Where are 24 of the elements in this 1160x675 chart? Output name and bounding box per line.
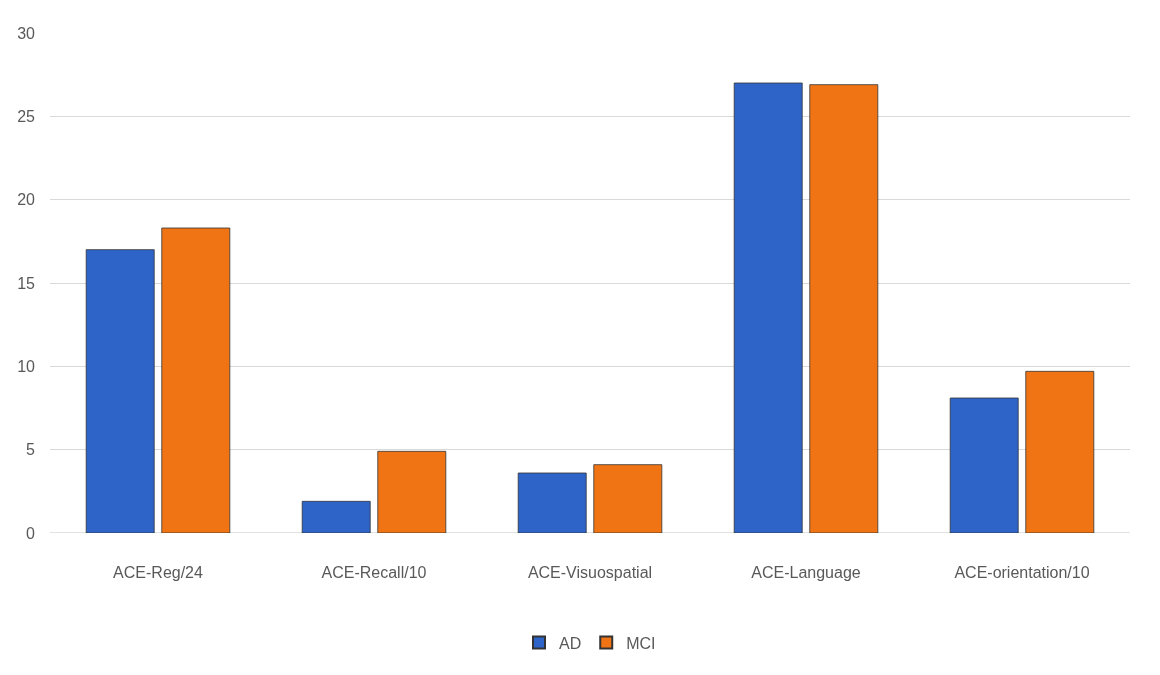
x-tick-label: ACE-Reg/24 (113, 564, 204, 581)
x-tick-label: ACE-Visuospatial (527, 564, 653, 581)
y-tick-label: 25 (17, 107, 36, 125)
bar (593, 464, 663, 533)
bar (85, 249, 155, 533)
y-tick-label: 5 (26, 441, 36, 459)
bar (517, 472, 587, 533)
y-tick-label: 30 (17, 24, 36, 42)
bar (733, 82, 803, 533)
legend-label: AD (559, 634, 582, 652)
bar (161, 227, 231, 533)
x-tick-label: ACE-orientation/10 (954, 564, 1090, 581)
legend-label: MCI (626, 634, 656, 652)
y-tick-label: 20 (17, 191, 36, 209)
y-tick-label: 15 (17, 274, 36, 292)
bar (809, 84, 879, 533)
bar (1025, 370, 1095, 533)
bar (301, 500, 371, 533)
x-tick-label: ACE-Language (751, 564, 861, 581)
y-tick-label: 0 (26, 524, 36, 542)
bar (377, 450, 447, 533)
x-tick-label: ACE-Recall/10 (321, 564, 427, 581)
bar (949, 397, 1019, 533)
y-tick-label: 10 (17, 357, 36, 375)
